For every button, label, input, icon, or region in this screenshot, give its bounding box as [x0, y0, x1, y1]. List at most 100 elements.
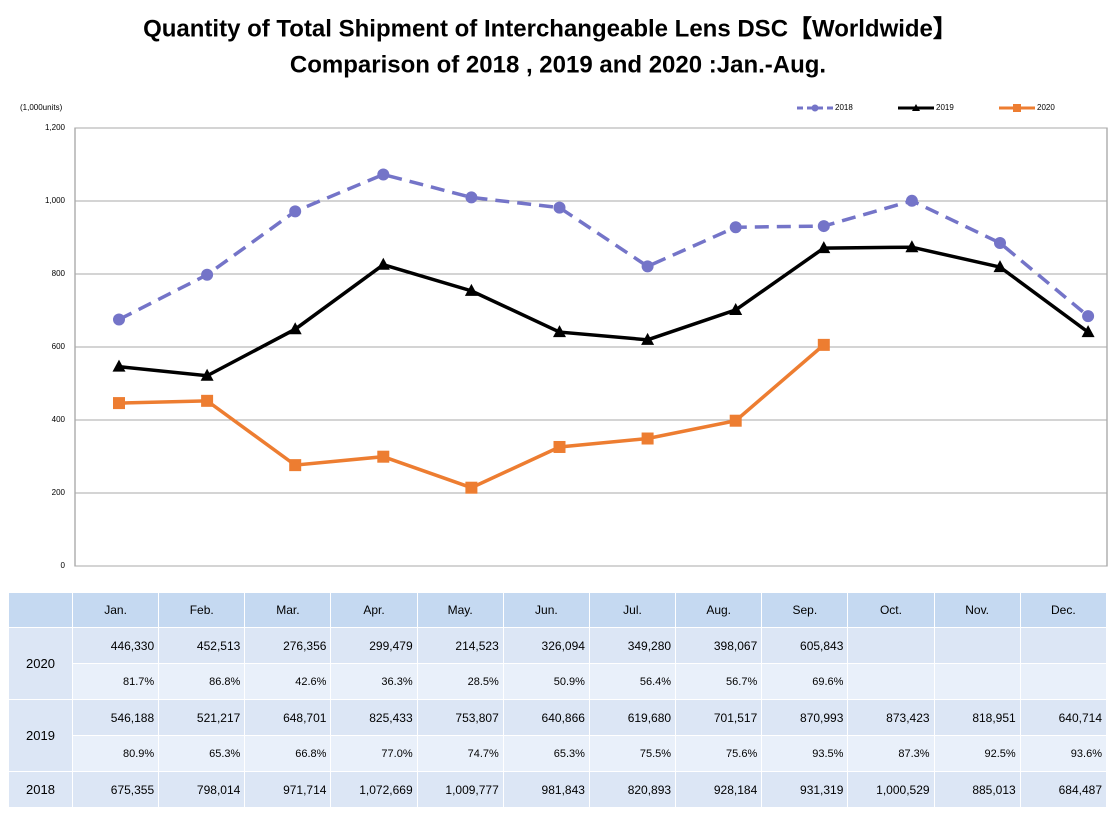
table-cell: 2020 — [8, 627, 73, 700]
marker — [817, 241, 831, 254]
y-tick-label: 200 — [52, 488, 66, 497]
marker — [1081, 325, 1095, 338]
marker — [377, 168, 390, 181]
marker — [200, 368, 214, 381]
table-cell: 981,843 — [502, 771, 590, 808]
marker — [641, 260, 654, 273]
marker — [376, 257, 390, 270]
table-cell — [933, 627, 1021, 664]
table-cell: 276,356 — [244, 627, 332, 664]
table-cell — [8, 592, 73, 628]
table-cell: 2019 — [8, 699, 73, 772]
marker — [553, 201, 566, 214]
marker — [729, 414, 742, 427]
table-cell: 648,701 — [244, 699, 332, 736]
table-cell: 214,523 — [416, 627, 504, 664]
marker — [113, 397, 125, 410]
legend-marker — [1013, 104, 1021, 112]
marker — [201, 394, 214, 407]
marker — [1082, 310, 1095, 323]
table-cell: May. — [416, 592, 504, 628]
table-cell: 50.9% — [502, 663, 590, 700]
table-cell: 75.5% — [588, 735, 677, 772]
chart: Quantity of Total Shipment of Interchang… — [20, 15, 1108, 570]
table-cell: 2018 — [8, 771, 73, 808]
table-cell: Aug. — [675, 592, 763, 628]
marker — [465, 191, 478, 204]
table-cell: 546,188 — [71, 699, 160, 736]
table-cell: 818,951 — [933, 699, 1021, 736]
table-row: 80.9% 65.3% 66.8% 77.0% 74.7% 65.3% 75.5% 75.6%… — [9, 735, 1108, 772]
marker — [112, 359, 126, 372]
table-cell: Feb. — [158, 592, 246, 628]
marker — [289, 459, 302, 472]
table-cell: Jun. — [502, 592, 590, 628]
table-cell: 93.5% — [761, 735, 849, 772]
table-cell: 92.5% — [933, 735, 1021, 772]
marker — [993, 260, 1007, 273]
table-cell: Dec. — [1019, 592, 1108, 628]
y-tick-label: 800 — [52, 269, 66, 278]
table-cell: 86.8% — [158, 663, 246, 700]
table-cell: 931,319 — [761, 771, 849, 808]
legend-label: 2019 — [936, 103, 954, 112]
marker — [641, 332, 655, 345]
table-cell: 65.3% — [502, 735, 590, 772]
table-cell: Jan. — [71, 592, 160, 628]
table-cell — [933, 663, 1021, 700]
table-cell: 873,423 — [847, 699, 935, 736]
marker — [465, 481, 478, 494]
table-cell: 75.6% — [675, 735, 763, 772]
table-cell: 1,009,777 — [416, 771, 504, 808]
y-tick-label: 400 — [52, 415, 66, 424]
table-cell: 36.3% — [330, 663, 418, 700]
marker — [817, 220, 830, 233]
table-cell — [1019, 663, 1108, 700]
table-row: 2019 546,188 521,217 648,701 825,433 753,807 6… — [8, 699, 1108, 772]
legend-label: 2018 — [835, 103, 853, 112]
table-cell: 521,217 — [158, 699, 246, 736]
table-cell: 56.7% — [675, 663, 763, 700]
legend-marker — [912, 104, 920, 111]
table-cell: 870,993 — [761, 699, 849, 736]
table-cell: 820,893 — [588, 771, 677, 808]
marker — [905, 194, 918, 207]
marker — [994, 236, 1006, 249]
marker — [289, 205, 302, 218]
table-cell: Jul. — [588, 592, 677, 628]
table-cell: Nov. — [933, 592, 1021, 628]
table-cell: 28.5% — [416, 663, 504, 700]
y-tick-label: 0 — [61, 561, 66, 570]
table-cell: 77.0% — [330, 735, 418, 772]
table-cell: 398,067 — [675, 627, 763, 664]
table-cell: 675,355 — [71, 771, 160, 808]
table-cell: 87.3% — [847, 735, 935, 772]
table-cell: 66.8% — [244, 735, 332, 772]
table-cell: 798,014 — [158, 771, 246, 808]
y-tick-label: 600 — [52, 342, 66, 351]
table-cell: Mar. — [244, 592, 332, 628]
table-cell: 299,479 — [330, 627, 418, 664]
table-cell — [1019, 627, 1108, 664]
marker — [113, 313, 125, 326]
series-line — [118, 172, 1090, 322]
table-cell: Sep. — [761, 592, 849, 628]
table-cell: 56.4% — [588, 663, 677, 700]
y-tick-label: 1,200 — [45, 123, 66, 132]
y-tick-label: 1,000 — [45, 196, 66, 205]
table-cell: 971,714 — [244, 771, 332, 808]
series-line — [118, 245, 1090, 378]
table-row: 2020 446,330 452,513 276,356 299,479 214,523 3… — [8, 627, 1108, 700]
marker — [905, 240, 919, 253]
marker — [464, 283, 478, 296]
table-cell: Oct. — [847, 592, 935, 628]
marker — [641, 432, 654, 445]
table-cell: 69.6% — [761, 663, 849, 700]
table-cell: 446,330 — [71, 627, 160, 664]
table-cell: 81.7% — [71, 663, 160, 700]
legend-label: 2020 — [1037, 103, 1055, 112]
table-cell: Apr. — [330, 592, 418, 628]
table-cell: 93.6% — [1019, 735, 1108, 772]
table-cell: 640,866 — [502, 699, 590, 736]
table-cell: 753,807 — [416, 699, 504, 736]
